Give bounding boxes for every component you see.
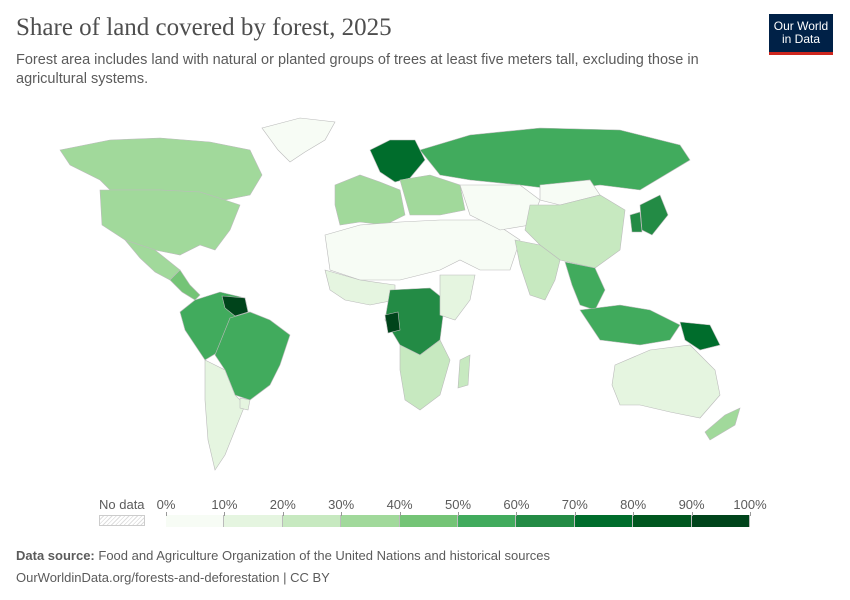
legend-bin[interactable]: [399, 515, 458, 527]
legend-tick: [633, 512, 635, 516]
region-west-africa[interactable]: [324, 269, 396, 306]
legend-tick: [166, 512, 167, 516]
legend-bin[interactable]: [633, 515, 692, 527]
world-map: [59, 117, 741, 471]
legend-bin[interactable]: [458, 515, 517, 527]
region-southern-africa[interactable]: [399, 339, 451, 411]
region-india[interactable]: [514, 239, 561, 301]
legend-bin[interactable]: [166, 515, 225, 527]
legend-bin[interactable]: [574, 515, 634, 527]
region-usa[interactable]: [99, 189, 241, 256]
logo-line-2: in Data: [781, 32, 821, 46]
legend-label: 40%: [386, 497, 413, 512]
region-australia[interactable]: [611, 344, 721, 419]
legend-tick: [691, 512, 693, 516]
region-gabon[interactable]: [384, 311, 401, 334]
source-label: Data source:: [16, 548, 95, 563]
footer-links: OurWorldinData.org/forests-and-deforesta…: [16, 570, 330, 585]
chart-title: Share of land covered by forest, 2025: [16, 14, 392, 41]
legend-bin[interactable]: [282, 515, 342, 527]
legend-label: 10%: [211, 497, 238, 512]
region-japan[interactable]: [639, 194, 669, 236]
legend-label: 30%: [328, 497, 355, 512]
region-canada[interactable]: [59, 137, 263, 201]
region-papua[interactable]: [679, 321, 721, 351]
region-scandinavia[interactable]: [369, 139, 426, 183]
region-new-zealand[interactable]: [704, 407, 741, 441]
legend-tick: [224, 512, 226, 516]
legend-bin[interactable]: [691, 515, 750, 527]
legend-label: 80%: [620, 497, 647, 512]
legend-tick: [399, 512, 401, 516]
source-url[interactable]: OurWorldinData.org/forests-and-deforesta…: [16, 570, 280, 585]
region-brazil[interactable]: [214, 311, 291, 401]
legend-label: 100%: [733, 497, 767, 512]
region-east-africa[interactable]: [439, 274, 476, 321]
legend-label: 0%: [156, 497, 176, 512]
region-central-america[interactable]: [169, 269, 201, 301]
chart-subtitle: Forest area includes land with natural o…: [16, 52, 699, 87]
region-russia[interactable]: [419, 127, 691, 191]
legend-bin[interactable]: [224, 515, 283, 527]
legend-label: 20%: [269, 497, 296, 512]
region-eastern-europe[interactable]: [399, 174, 466, 216]
region-southeast-asia[interactable]: [564, 261, 606, 311]
no-data-swatch: [99, 515, 145, 526]
legend-tick: [750, 512, 751, 516]
legend-bin[interactable]: [341, 515, 400, 527]
region-guianas[interactable]: [221, 295, 249, 317]
legend-label: 50%: [444, 497, 472, 512]
region-greenland[interactable]: [261, 117, 336, 163]
legend-label: 70%: [561, 497, 588, 512]
legend-tick: [458, 512, 459, 516]
legend-bin[interactable]: [516, 515, 575, 527]
legend-label: 90%: [678, 497, 705, 512]
legend-tick: [516, 512, 518, 516]
logo-line-1: Our World: [773, 19, 829, 33]
region-indonesia[interactable]: [579, 304, 681, 346]
legend-label: 60%: [503, 497, 530, 512]
owid-logo[interactable]: Our World in Data: [769, 14, 833, 55]
region-madagascar[interactable]: [457, 354, 471, 389]
legend-tick: [282, 512, 284, 516]
no-data-label: No data: [99, 497, 145, 512]
legend-tick: [341, 512, 343, 516]
region-argentina-chile[interactable]: [204, 359, 246, 471]
region-uruguay[interactable]: [239, 397, 251, 411]
legend: No data 0% 10% 20% 30% 40% 50% 60% 70% 80% 90% 100…: [0, 495, 850, 535]
region-china[interactable]: [524, 194, 626, 269]
region-korea[interactable]: [629, 211, 643, 233]
region-western-europe[interactable]: [334, 174, 406, 226]
legend-tick: [574, 512, 576, 516]
source-text: Food and Agriculture Organization of the…: [98, 548, 551, 563]
data-source: Data source: Food and Agriculture Organi…: [16, 548, 550, 563]
license[interactable]: CC BY: [290, 570, 330, 585]
region-sahara-middle-east[interactable]: [324, 219, 521, 281]
